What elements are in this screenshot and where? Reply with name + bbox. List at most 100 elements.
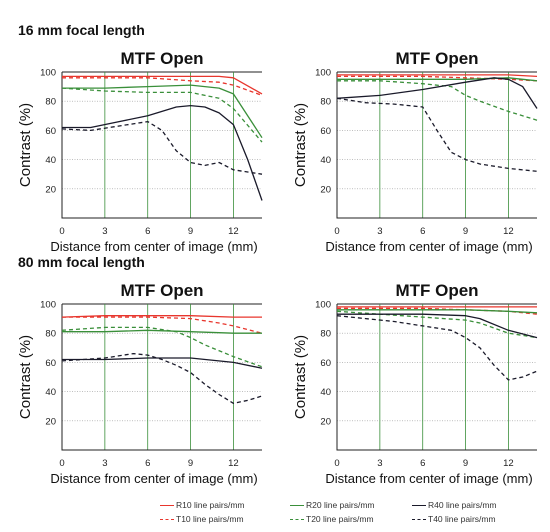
legend-item-r40: R40 line pairs/mm (412, 500, 497, 510)
legend-swatch-r10 (160, 504, 174, 506)
y-tick-label: 40 (320, 387, 331, 398)
x-axis-label: Distance from center of image (mm) (325, 471, 532, 486)
axis-lines (336, 72, 537, 219)
y-tick-label: 80 (320, 97, 331, 108)
x-tick-label: 6 (420, 226, 425, 237)
y-tick-label: 100 (40, 300, 56, 311)
x-tick-label: 0 (334, 458, 339, 469)
legend-swatch-r20 (290, 504, 304, 506)
mtf-chart-80mm-right: MTF Open 20 40 60 80 100 0 3 6 9 12 Distance from c… (275, 274, 545, 486)
y-tick-label: 100 (40, 68, 56, 79)
mtf-chart-svg: MTF Open 20 40 60 80 100 0 3 6 9 12 Distance from c… (292, 281, 538, 486)
x-tick-label: 9 (188, 226, 193, 237)
axis-lines (336, 304, 537, 451)
chart-title: MTF Open (395, 49, 478, 68)
series-line-r10 (337, 74, 538, 78)
x-tick-label: 3 (377, 226, 382, 237)
legend-label-r40: R40 line pairs/mm (428, 500, 497, 510)
mtf-chart-16mm-left: MTF Open 20 40 60 80 100 0 3 6 9 12 Distance from c… (0, 42, 270, 254)
series-line-r10 (62, 75, 263, 95)
series-line-t40 (61, 352, 263, 404)
legend-item-t20: T20 line pairs/mm (290, 514, 374, 524)
x-tick-label: 3 (102, 226, 107, 237)
mtf-chart-16mm-right: MTF Open 20 40 60 80 100 0 3 6 9 12 Distance from c… (275, 42, 545, 254)
series-line-r40 (62, 104, 263, 201)
x-tick-label: 0 (334, 226, 339, 237)
series-line-r10 (61, 315, 262, 318)
x-tick-label: 6 (145, 226, 150, 237)
chart-title: MTF Open (395, 281, 478, 300)
section-title-16mm: 16 mm focal length (18, 22, 145, 38)
x-tick-label: 6 (420, 458, 425, 469)
y-tick-label: 80 (45, 329, 56, 340)
x-tick-label: 0 (59, 226, 64, 237)
mtf-chart-svg: MTF Open 20 40 60 80 100 0 3 6 9 12 Distance from c… (17, 281, 263, 486)
x-axis-label: Distance from center of image (mm) (50, 471, 257, 486)
axis-lines (61, 72, 262, 219)
legend-swatch-r40 (412, 504, 426, 506)
y-tick-label: 100 (315, 68, 331, 79)
y-tick-label: 40 (45, 155, 56, 166)
y-tick-label: 60 (45, 358, 56, 369)
axis-lines (61, 304, 262, 451)
x-tick-label: 6 (145, 458, 150, 469)
series-line-t20 (337, 80, 538, 121)
legend-swatch-t10 (160, 518, 174, 520)
series-line-t40 (61, 120, 263, 175)
x-tick-label: 3 (102, 458, 107, 469)
y-tick-label: 60 (320, 358, 331, 369)
series-line-t20 (61, 87, 263, 143)
y-axis-label: Contrast (%) (292, 335, 309, 419)
chart-title: MTF Open (120, 281, 203, 300)
y-tick-label: 60 (45, 126, 56, 137)
legend-label-r10: R10 line pairs/mm (176, 500, 245, 510)
legend-label-t20: T20 line pairs/mm (306, 514, 374, 524)
x-tick-label: 12 (503, 226, 514, 237)
y-tick-label: 20 (320, 184, 331, 195)
legend-label-r20: R20 line pairs/mm (306, 500, 375, 510)
legend-label-t40: T40 line pairs/mm (428, 514, 496, 524)
x-tick-label: 12 (228, 226, 239, 237)
series-line-t10 (62, 77, 263, 97)
legend-item-t40: T40 line pairs/mm (412, 514, 496, 524)
x-tick-label: 12 (503, 458, 514, 469)
series-line-r40 (336, 77, 538, 109)
y-tick-label: 40 (45, 387, 56, 398)
x-tick-label: 9 (463, 226, 468, 237)
mtf-chart-svg: MTF Open 20 40 60 80 100 0 3 6 9 12 Distance from c… (17, 49, 263, 254)
series-line-r20 (62, 329, 262, 334)
y-axis-label: Contrast (%) (17, 103, 34, 187)
series-line-r20 (337, 309, 538, 314)
legend-label-t10: T10 line pairs/mm (176, 514, 244, 524)
legend-item-r20: R20 line pairs/mm (290, 500, 375, 510)
series-line-r20 (337, 77, 538, 82)
series-line-t20 (61, 326, 263, 368)
y-tick-label: 80 (45, 97, 56, 108)
y-tick-label: 20 (45, 184, 56, 195)
y-tick-label: 80 (320, 329, 331, 340)
series-line-r40 (337, 313, 538, 339)
x-tick-label: 9 (188, 458, 193, 469)
section-title-80mm: 80 mm focal length (18, 254, 145, 270)
y-tick-label: 60 (320, 126, 331, 137)
x-tick-label: 3 (377, 458, 382, 469)
series-line-t10 (62, 316, 263, 334)
legend-item-r10: R10 line pairs/mm (160, 500, 245, 510)
series-line-t40 (336, 315, 538, 381)
y-axis-label: Contrast (%) (292, 103, 309, 187)
y-tick-label: 100 (315, 300, 331, 311)
x-axis-label: Distance from center of image (mm) (325, 239, 532, 254)
mtf-chart-svg: MTF Open 20 40 60 80 100 0 3 6 9 12 Distance from c… (292, 49, 538, 254)
series-line-r40 (62, 357, 263, 369)
x-tick-label: 0 (59, 458, 64, 469)
legend-swatch-t20 (290, 518, 304, 520)
chart-title: MTF Open (120, 49, 203, 68)
y-axis-label: Contrast (%) (17, 335, 34, 419)
series-line-t10 (337, 75, 538, 82)
y-tick-label: 40 (320, 155, 331, 166)
y-tick-label: 20 (45, 416, 56, 427)
x-tick-label: 12 (228, 458, 239, 469)
legend-item-t10: T10 line pairs/mm (160, 514, 244, 524)
series-line-r20 (62, 84, 263, 139)
y-tick-label: 20 (320, 416, 331, 427)
